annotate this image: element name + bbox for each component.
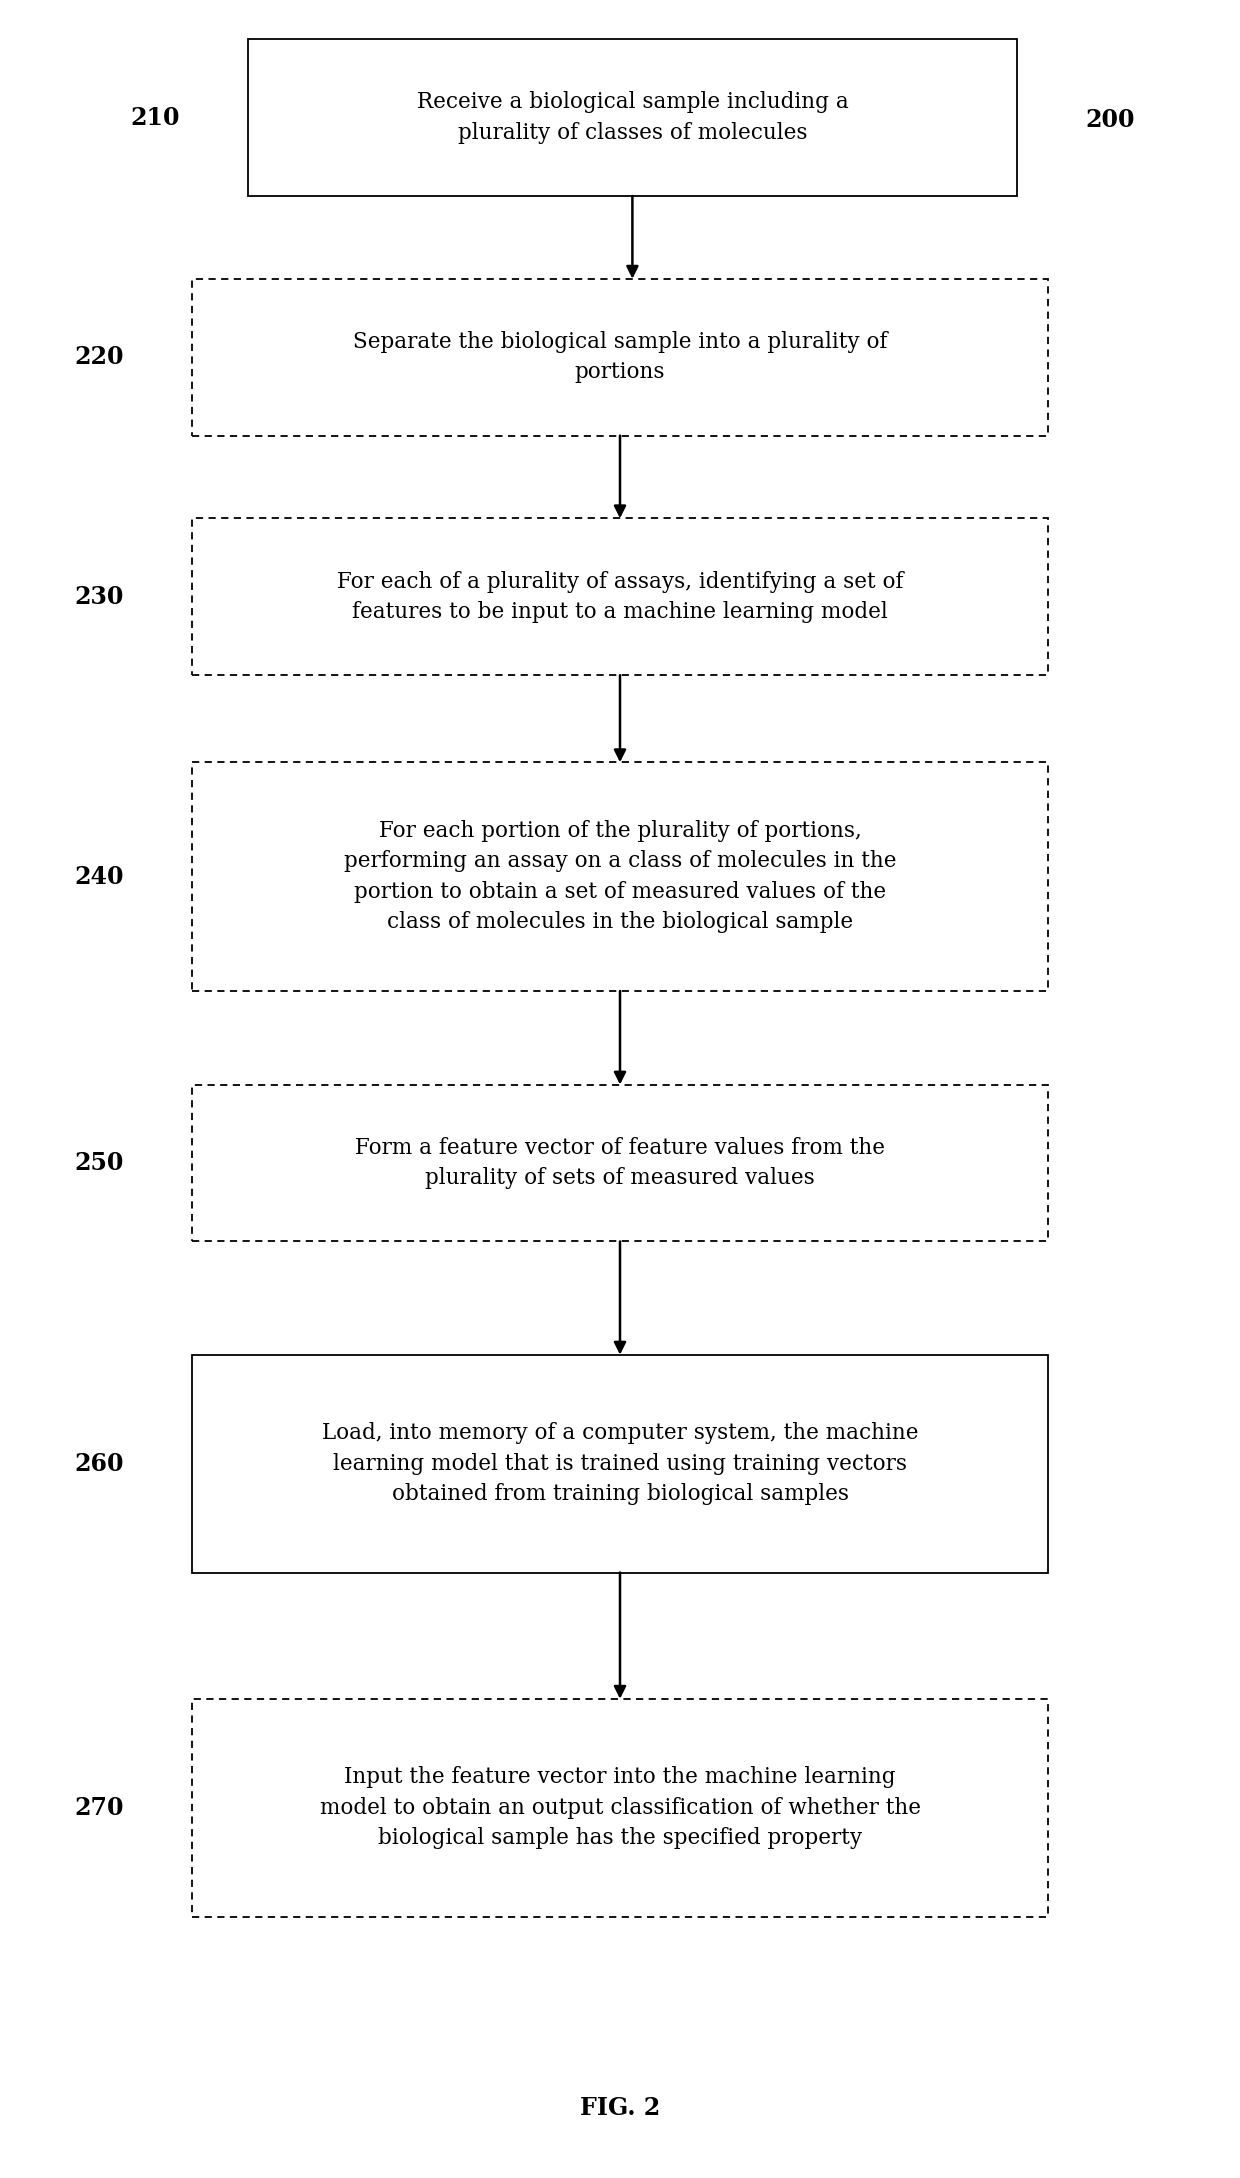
Text: Form a feature vector of feature values from the
plurality of sets of measured v: Form a feature vector of feature values … — [355, 1137, 885, 1189]
FancyBboxPatch shape — [192, 762, 1048, 991]
Text: 220: 220 — [74, 344, 124, 370]
Text: Receive a biological sample including a
plurality of classes of molecules: Receive a biological sample including a … — [417, 91, 848, 144]
FancyBboxPatch shape — [192, 1085, 1048, 1241]
Text: For each of a plurality of assays, identifying a set of
features to be input to : For each of a plurality of assays, ident… — [337, 571, 903, 623]
FancyBboxPatch shape — [192, 1699, 1048, 1917]
FancyBboxPatch shape — [192, 279, 1048, 436]
Text: Separate the biological sample into a plurality of
portions: Separate the biological sample into a pl… — [352, 331, 888, 383]
Text: 210: 210 — [130, 105, 180, 131]
Text: 250: 250 — [74, 1150, 124, 1176]
Text: 240: 240 — [74, 865, 124, 889]
FancyBboxPatch shape — [248, 39, 1017, 196]
Text: For each portion of the plurality of portions,
performing an assay on a class of: For each portion of the plurality of por… — [343, 819, 897, 934]
Text: 260: 260 — [74, 1451, 124, 1477]
Text: Load, into memory of a computer system, the machine
learning model that is train: Load, into memory of a computer system, … — [321, 1422, 919, 1505]
Text: 230: 230 — [74, 584, 124, 610]
Text: 270: 270 — [74, 1795, 124, 1821]
FancyBboxPatch shape — [192, 518, 1048, 675]
Text: Input the feature vector into the machine learning
model to obtain an output cla: Input the feature vector into the machin… — [320, 1766, 920, 1849]
Text: FIG. 2: FIG. 2 — [580, 2095, 660, 2121]
Text: 200: 200 — [1085, 107, 1135, 133]
FancyBboxPatch shape — [192, 1355, 1048, 1573]
